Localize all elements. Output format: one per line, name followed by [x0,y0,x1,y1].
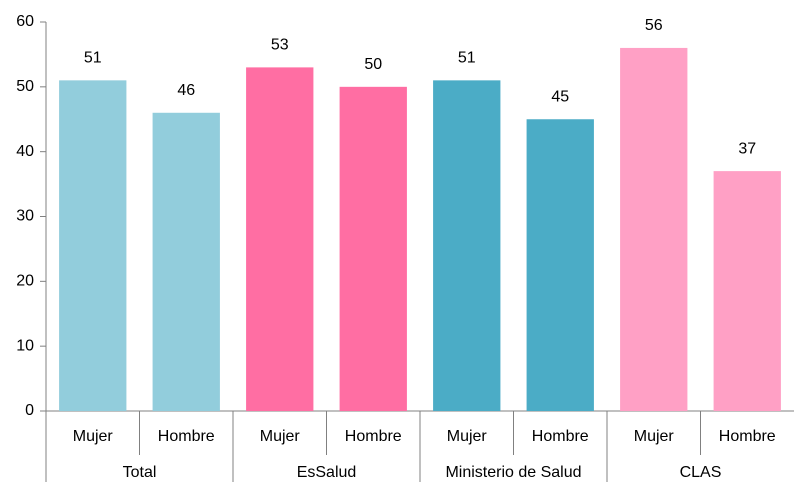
data-label: 50 [364,56,382,73]
bar [526,119,594,411]
data-label: 51 [458,50,476,67]
y-tick-label: 30 [16,208,34,225]
data-label: 56 [645,17,663,34]
x-tick-label: Mujer [634,428,675,445]
group-label: Ministerio de Salud [445,464,581,481]
bar [152,112,220,412]
data-label: 46 [177,82,195,99]
x-tick-label: Mujer [260,428,301,445]
y-tick-label: 20 [16,273,34,290]
x-tick-label: Hombre [532,428,589,445]
x-tick-label: Mujer [447,428,488,445]
data-label: 37 [738,140,756,157]
data-label: 51 [84,50,102,67]
bar [59,80,127,411]
y-tick-label: 40 [16,143,34,160]
data-label: 53 [271,37,289,54]
x-tick-label: Hombre [345,428,402,445]
y-tick-label: 50 [16,78,34,95]
y-tick-label: 60 [16,13,34,30]
x-tick-label: Hombre [158,428,215,445]
bar [246,67,314,411]
y-tick-label: 0 [25,402,34,419]
x-tick-label: Hombre [719,428,776,445]
data-label: 45 [551,88,569,105]
group-label: Total [123,464,157,481]
group-label: CLAS [680,464,722,481]
bar [433,80,501,411]
bar [620,47,688,411]
bar [339,86,407,411]
x-tick-label: Mujer [73,428,114,445]
group-label: EsSalud [297,464,357,481]
y-tick-label: 10 [16,337,34,354]
bar [713,171,781,411]
